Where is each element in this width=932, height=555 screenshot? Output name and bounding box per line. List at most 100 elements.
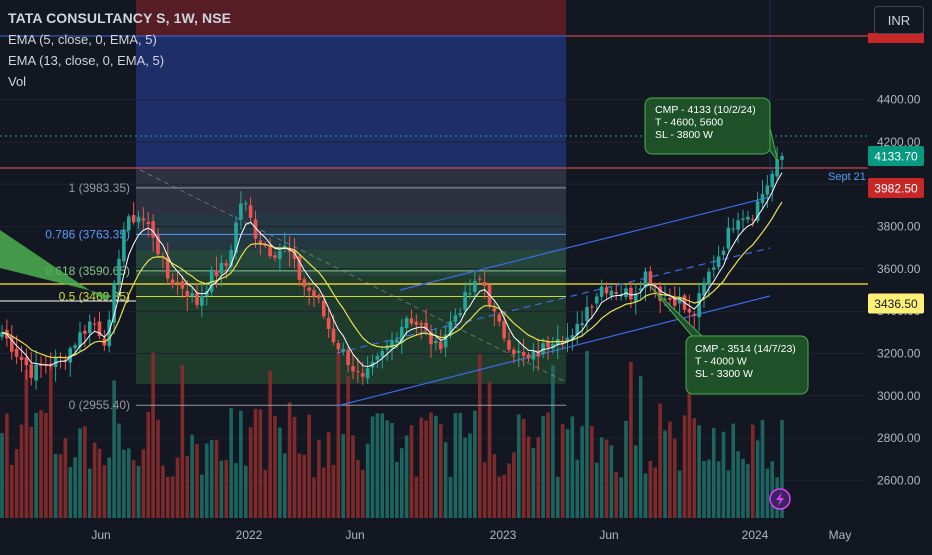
ema13-legend[interactable]: EMA (13, close, 0, EMA, 5) xyxy=(8,53,165,68)
volume-bar xyxy=(44,412,48,518)
candle-body xyxy=(770,173,775,188)
volume-bar xyxy=(209,439,214,518)
ema5-legend[interactable]: EMA (5, close, 0, EMA, 5) xyxy=(8,32,157,47)
candle-body xyxy=(458,312,463,316)
price-badge-label: 3982.50 xyxy=(874,182,918,196)
volume-bar xyxy=(482,462,487,518)
candle-body xyxy=(248,205,253,218)
annotation-text: T - 4600, 5600 xyxy=(655,117,723,129)
volume-bar xyxy=(672,438,677,518)
x-tick-label: Jun xyxy=(345,528,364,542)
price-axis-background xyxy=(868,0,932,550)
volume-bar xyxy=(536,437,541,518)
candle-body xyxy=(707,271,711,285)
volume-bar xyxy=(131,460,136,518)
volume-bar xyxy=(321,467,326,518)
x-tick-label: Jun xyxy=(91,528,110,542)
candle-body xyxy=(536,350,541,357)
candle-body xyxy=(419,323,424,325)
volume-bar xyxy=(317,440,321,518)
y-tick-label: 4200.00 xyxy=(877,135,921,149)
candle-body xyxy=(429,331,433,345)
volume-bar xyxy=(102,465,107,518)
volume-bar xyxy=(48,365,53,518)
volume-bar xyxy=(741,458,745,518)
volume-bar xyxy=(185,455,190,518)
candle-body xyxy=(711,267,716,270)
candle-body xyxy=(73,345,77,349)
volume-bar xyxy=(448,476,453,518)
candle-body xyxy=(268,246,272,257)
volume-bar xyxy=(502,474,506,518)
candle-body xyxy=(716,256,721,268)
volume-bar xyxy=(434,415,438,518)
volume-bar xyxy=(287,402,292,518)
candle-body xyxy=(263,244,268,247)
candle-body xyxy=(156,235,160,255)
y-tick-label: 3200.00 xyxy=(877,347,921,361)
candle-body xyxy=(521,351,526,356)
price-badge-label: 3436.50 xyxy=(874,297,918,311)
candle-body xyxy=(0,332,4,337)
candle-body xyxy=(516,350,521,353)
currency-button[interactable]: INR xyxy=(874,6,924,34)
volume-bar xyxy=(356,459,360,518)
volume-bar xyxy=(736,451,740,518)
volume-bar xyxy=(151,352,155,518)
volume-bar xyxy=(492,454,497,518)
volume-legend[interactable]: Vol xyxy=(8,74,27,89)
volume-bar xyxy=(682,415,687,518)
volume-bar xyxy=(395,461,399,518)
candle-body xyxy=(185,291,190,297)
callout-pointer-left xyxy=(0,230,112,300)
volume-bar xyxy=(360,469,365,518)
candle-body xyxy=(302,279,307,287)
candle-body xyxy=(648,271,653,284)
volume-bar xyxy=(668,421,672,518)
volume-bar xyxy=(175,457,180,518)
volume-bar xyxy=(526,436,531,518)
candle-body xyxy=(741,218,745,220)
volume-bar xyxy=(458,412,463,518)
candle-body xyxy=(346,349,350,366)
volume-bar xyxy=(726,470,731,518)
volume-bar xyxy=(629,361,633,518)
volume-bar xyxy=(307,414,311,518)
volume-bar xyxy=(541,415,545,518)
candle-body xyxy=(229,249,233,267)
candle-body xyxy=(585,307,589,322)
candle-body xyxy=(258,240,263,245)
candle-body xyxy=(243,203,248,205)
volume-bar xyxy=(9,464,14,518)
candle-body xyxy=(395,339,399,343)
candle-body xyxy=(672,297,677,306)
candle-body xyxy=(126,216,131,231)
candle-body xyxy=(604,287,609,294)
volume-bar xyxy=(473,410,477,518)
volume-bar xyxy=(648,460,653,518)
volume-bar xyxy=(697,425,701,518)
volume-bar xyxy=(273,416,277,518)
x-tick-label: 2022 xyxy=(236,528,263,542)
candle-body xyxy=(224,263,229,266)
fib-level-label: 0 (2955.40) xyxy=(69,398,130,412)
volume-bar xyxy=(512,452,516,518)
volume-bar xyxy=(468,433,472,518)
volume-bar xyxy=(53,453,58,518)
volume-bar xyxy=(575,459,580,518)
candle-body xyxy=(468,293,472,295)
fib-level-label: 1 (3983.35) xyxy=(69,181,130,195)
candle-body xyxy=(180,281,185,289)
volume-bar xyxy=(278,427,282,518)
volume-bar xyxy=(521,418,526,518)
volume-bar xyxy=(248,427,253,518)
candle-body xyxy=(507,339,511,350)
volume-bar xyxy=(638,376,643,518)
volume-bar xyxy=(746,464,750,518)
annotation-text: CMP - 3514 (14/7/23) xyxy=(695,343,796,355)
volume-bar xyxy=(750,424,755,518)
candle-body xyxy=(292,249,297,259)
axis-corner xyxy=(868,518,932,550)
